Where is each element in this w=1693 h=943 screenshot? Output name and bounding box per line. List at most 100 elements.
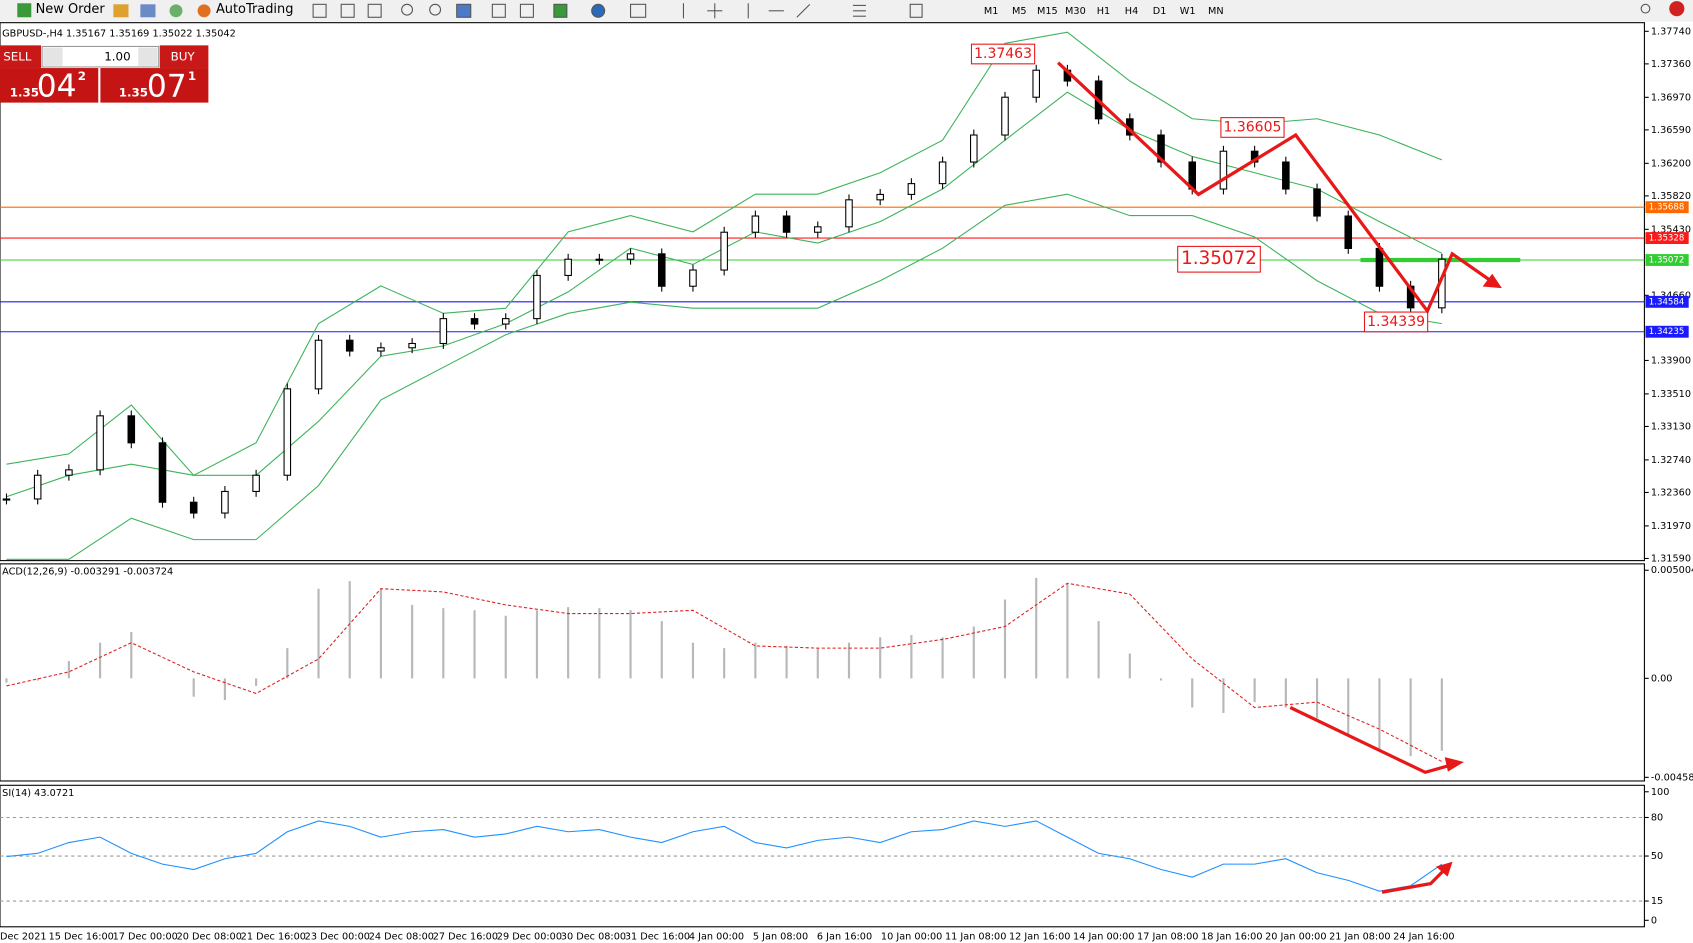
candle [221, 490, 229, 514]
lot-down[interactable] [43, 47, 63, 66]
timeframe[interactable]: M15 [1037, 6, 1058, 17]
tool-icon[interactable] [169, 4, 183, 18]
y-tick-label: 1.37740 [1651, 26, 1691, 37]
candle [65, 469, 73, 476]
x-tick-label: 24 Dec 08:00 [369, 932, 434, 943]
y-tick-label: 1.31970 [1651, 521, 1691, 532]
x-tick-label: 31 Dec 16:00 [625, 932, 690, 943]
lot-up[interactable] [138, 47, 158, 66]
candle [595, 258, 604, 261]
level-label: 1.35328 [1649, 234, 1685, 244]
candle [158, 442, 167, 503]
x-tick-label: 30 Dec 08:00 [561, 932, 626, 943]
candle [1375, 247, 1384, 287]
annotation-box [970, 43, 1036, 65]
annotation: 1.34339 [1367, 314, 1425, 330]
tool-icon[interactable] [113, 4, 129, 18]
x-tick-label: 20 Dec 08:00 [177, 932, 242, 943]
candle [501, 318, 510, 325]
sell-button[interactable] [0, 45, 42, 69]
toolbar-icons [312, 3, 1651, 19]
candle [470, 318, 479, 325]
y-tick-label: 1.36970 [1651, 92, 1691, 103]
candle [689, 269, 697, 287]
timeframe[interactable]: M30 [1065, 6, 1086, 17]
y-tick-label: 1.36590 [1651, 125, 1691, 136]
tool-icon[interactable] [140, 4, 156, 18]
candle [1282, 161, 1290, 190]
y-tick-label: 15 [1651, 896, 1663, 907]
x-tick-label: 18 Jan 16:00 [1201, 932, 1262, 943]
x-tick-label: 21 Dec 16:00 [241, 932, 306, 943]
annotation-box [1363, 311, 1429, 333]
candle [751, 215, 760, 233]
timeframe[interactable]: H1 [1097, 6, 1110, 17]
candle [907, 183, 916, 195]
candle [408, 342, 416, 349]
timeframe[interactable]: M1 [984, 6, 999, 17]
new-order[interactable]: New Order [36, 2, 106, 17]
timeframe[interactable]: MN [1208, 6, 1224, 17]
y-tick-label: 0.00 [1651, 673, 1673, 684]
auto-trading-icon[interactable] [197, 4, 211, 18]
buy-button[interactable] [159, 45, 209, 69]
y-tick-label: 1.31590 [1651, 553, 1691, 564]
sell-label[interactable]: SELL [3, 50, 32, 64]
auto-trading[interactable]: AutoTrading [216, 2, 293, 17]
y-tick-label: 1.32360 [1651, 487, 1691, 498]
candle [439, 318, 448, 345]
annotation: 1.37463 [974, 46, 1032, 62]
x-tick-label: 6 Jan 16:00 [817, 932, 872, 943]
level-label: 1.34235 [1649, 327, 1685, 337]
x-tick-label: 27 Dec 16:00 [433, 932, 498, 943]
level-label-box [1645, 201, 1689, 214]
y-tick-label: 1.36200 [1651, 158, 1691, 169]
one-click-panel: SELL 1.00 BUY 1.35 04 2 1.35 07 1 [0, 45, 209, 104]
x-tick-label: 11 Jan 08:00 [945, 932, 1006, 943]
candle [252, 474, 260, 492]
annotation-box [1220, 117, 1285, 138]
annotation-box [1177, 245, 1261, 273]
buy-price-box[interactable] [100, 68, 209, 103]
level-label-box [1645, 295, 1689, 308]
timeframe[interactable]: H4 [1125, 6, 1138, 17]
annotation: 1.36605 [1223, 119, 1281, 135]
level-label: 1.35688 [1649, 203, 1685, 213]
candle [782, 215, 791, 233]
timeframe[interactable]: D1 [1153, 6, 1167, 17]
y-tick-label: 100 [1651, 787, 1670, 798]
chart-header: GBPUSD-,H4 1.35167 1.35169 1.35022 1.350… [2, 28, 236, 39]
candle [189, 501, 198, 514]
candle [1001, 96, 1009, 136]
candle [283, 388, 292, 476]
buy-pips: 07 [147, 68, 187, 104]
x-tick-label: 5 Jan 08:00 [753, 932, 808, 943]
level-label: 1.35072 [1649, 256, 1685, 266]
toolbar [0, 0, 1693, 22]
macd-title: ACD(12,26,9) -0.003291 -0.003724 [2, 566, 173, 577]
rsi-title: SI(14) 43.0721 [2, 788, 74, 799]
candle [1032, 69, 1040, 98]
x-tick-label: 20 Jan 00:00 [1265, 932, 1326, 943]
x-tick-label: 24 Jan 16:00 [1393, 932, 1454, 943]
lot-box[interactable] [41, 45, 160, 68]
sell-price-box[interactable] [0, 68, 99, 103]
y-tick-label: 1.35820 [1651, 191, 1691, 202]
y-tick-label: 1.37360 [1651, 59, 1691, 70]
new-order-icon[interactable] [17, 3, 32, 18]
y-tick-label: 0 [1651, 915, 1657, 926]
price-panel [0, 22, 1645, 562]
notification-badge[interactable] [1669, 1, 1685, 17]
x-tick-label: 23 Dec 00:00 [305, 932, 370, 943]
timeframe[interactable]: W1 [1180, 6, 1196, 17]
candle [377, 347, 385, 352]
level-label-box [1645, 325, 1689, 338]
y-tick-label: 1.33510 [1651, 389, 1691, 400]
lot-value[interactable]: 1.00 [104, 50, 130, 64]
timeframe[interactable]: M5 [1012, 6, 1027, 17]
x-tick-label: 17 Dec 00:00 [113, 932, 178, 943]
x-tick-label: 14 Jan 00:00 [1073, 932, 1134, 943]
macd-panel [0, 563, 1645, 782]
buy-label[interactable]: BUY [171, 50, 196, 64]
